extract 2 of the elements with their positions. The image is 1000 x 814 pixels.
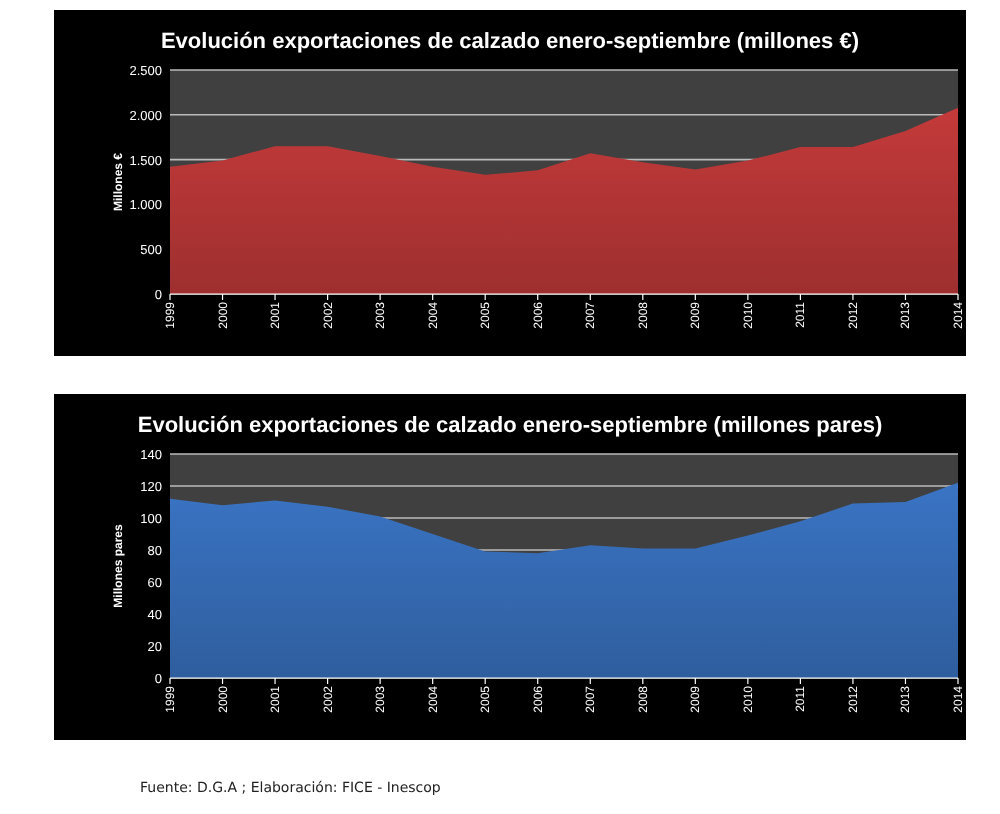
chart-title: Evolución exportaciones de calzado enero-septiembre (millones €) [160, 30, 860, 54]
chart-title: Evolución exportaciones de calzado enero-septiembre (millones pares) [137, 414, 883, 438]
